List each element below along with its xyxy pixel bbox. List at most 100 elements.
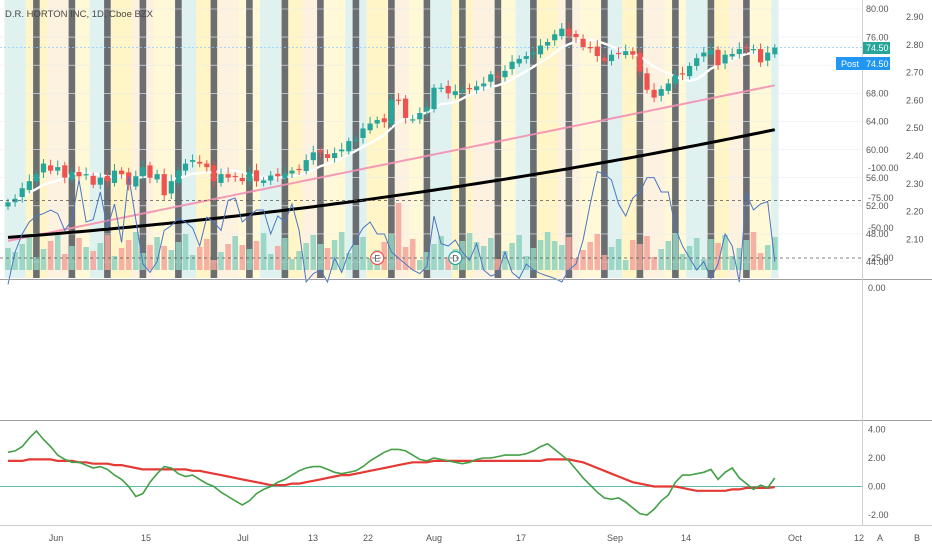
background-band (437, 0, 446, 278)
candle-body (246, 172, 252, 182)
weekend-column (743, 0, 750, 278)
background-bands (4, 0, 779, 278)
candle-body (218, 174, 224, 183)
volume-bar (324, 248, 331, 270)
volume-bar (729, 256, 735, 270)
candle-body (367, 123, 373, 131)
candle-body (637, 52, 643, 72)
candle-body (182, 163, 189, 171)
volume-bar (189, 255, 196, 270)
volume-bar (594, 234, 601, 270)
event-marker-circle (370, 250, 385, 266)
weekend-column (139, 0, 147, 278)
volume-bar (296, 251, 302, 270)
volume-bar (19, 244, 25, 270)
candle-body (545, 42, 551, 46)
background-band (572, 0, 580, 278)
background-band (402, 0, 410, 278)
background-band (110, 0, 119, 278)
price-axes: 80.0076.0072.0068.0064.0060.0056.0052.00… (866, 4, 924, 520)
volume-bar (516, 235, 522, 270)
post-price-value: 74.50 (866, 59, 889, 69)
price-tick-right: 2.40 (906, 151, 924, 161)
background-band (764, 0, 772, 278)
last-price-tag-bg (863, 42, 890, 54)
candle-body (261, 180, 267, 183)
background-band (607, 0, 616, 278)
volume-bar (338, 232, 345, 270)
candle-body (495, 76, 501, 78)
time-tick: Jun (49, 533, 64, 543)
weekend-column (388, 0, 395, 278)
post-label: Post (841, 59, 860, 69)
volume-bar (480, 246, 487, 270)
candle-body (552, 34, 558, 41)
signal-line (8, 458, 775, 492)
background-band (302, 0, 311, 278)
volume-bar (69, 246, 75, 270)
volume-bar (757, 253, 764, 270)
background-band (167, 0, 176, 278)
weekend-column (423, 0, 431, 278)
background-band (444, 0, 453, 278)
weekend-column (68, 0, 76, 278)
candle-body (33, 174, 39, 182)
oscillator-line (7, 429, 776, 516)
candle-body (758, 49, 764, 63)
volume-bar (204, 239, 210, 270)
volume-bar (637, 244, 643, 270)
oscillator-tick: 0.00 (868, 482, 886, 492)
background-band (96, 0, 105, 278)
weekend-column (33, 0, 40, 278)
background-band (132, 0, 140, 278)
williams-tick: -100.00 (868, 163, 899, 173)
candle-body (12, 198, 18, 203)
candle-body (204, 163, 210, 168)
price-tick-right: 2.20 (906, 207, 924, 217)
candle-body (381, 118, 387, 123)
background-band (338, 0, 346, 278)
candle-body (516, 58, 522, 64)
volume-bar (424, 252, 430, 270)
candle-body (644, 73, 650, 90)
volume-bar (615, 239, 622, 270)
candle-body (339, 149, 345, 152)
back-adjust-button[interactable]: B (914, 533, 920, 543)
volume-bar (353, 245, 359, 270)
candle-body (509, 61, 515, 70)
williams-tick: -50.00 (868, 223, 894, 233)
candle-body (687, 65, 693, 77)
background-band (47, 0, 55, 278)
price-tick-left: 56.00 (866, 173, 889, 183)
background-band (451, 0, 460, 278)
candle-body (665, 83, 671, 91)
background-band (331, 0, 339, 278)
volume-bar (459, 241, 466, 270)
background-band (678, 0, 687, 278)
background-band (181, 0, 190, 278)
candle-body (225, 174, 231, 178)
weekend-column (601, 0, 608, 278)
volume-bar (438, 236, 444, 270)
background-band (693, 0, 701, 278)
weekend-column (210, 0, 218, 278)
volume-bar (580, 250, 586, 270)
candle-body (424, 107, 430, 112)
candle-body (289, 170, 295, 174)
auto-scale-button[interactable]: A (877, 533, 883, 543)
background-band (203, 0, 211, 278)
volume-bar (644, 236, 650, 270)
candle-body (147, 165, 153, 178)
candlestick-series (5, 22, 778, 210)
background-band (664, 0, 673, 278)
volume-bar (267, 254, 274, 270)
candle-body (466, 88, 473, 90)
candle-body (594, 46, 600, 57)
candle-body (765, 52, 771, 61)
background-band (544, 0, 552, 278)
candle-body (452, 91, 458, 96)
price-tick-left: 68.00 (866, 89, 889, 99)
background-band (366, 0, 375, 278)
volume-bar (495, 259, 501, 270)
